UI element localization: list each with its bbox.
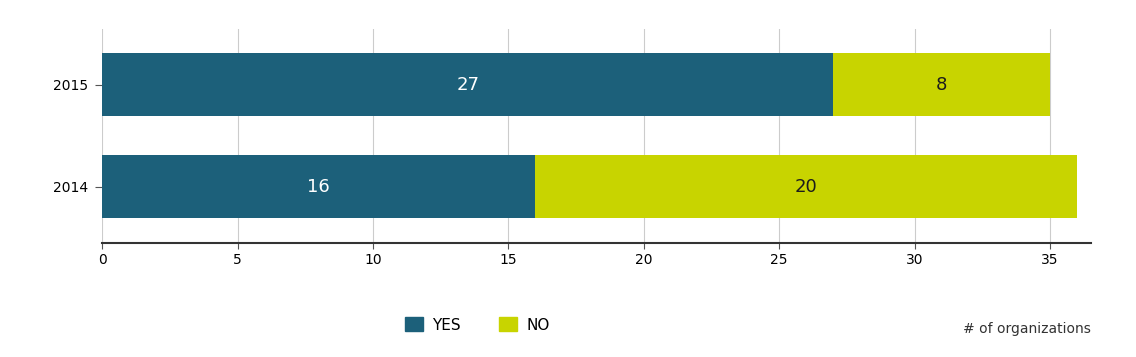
Bar	[102, 155, 535, 218]
Text: 8: 8	[936, 76, 947, 94]
Text: 27: 27	[457, 76, 479, 94]
Text: # of organizations: # of organizations	[962, 322, 1091, 336]
Text: 16: 16	[308, 178, 331, 196]
Legend: YES, NO: YES, NO	[399, 311, 556, 339]
Bar	[834, 53, 1050, 116]
Bar	[535, 155, 1077, 218]
Bar	[102, 53, 834, 116]
Text: 20: 20	[795, 178, 818, 196]
